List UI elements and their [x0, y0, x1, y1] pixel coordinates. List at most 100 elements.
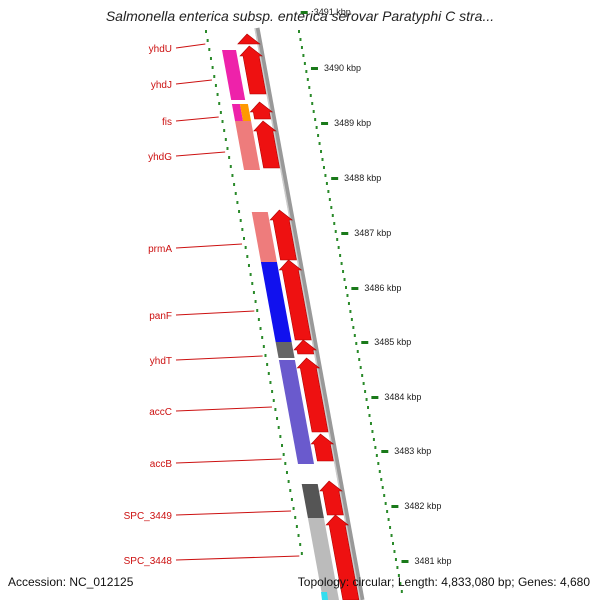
- track-dot: [305, 70, 308, 73]
- track-dot: [234, 192, 237, 195]
- track-dot: [342, 270, 345, 273]
- cds-arrow: [296, 357, 329, 433]
- track-dot: [219, 111, 222, 114]
- track-dot: [309, 94, 312, 97]
- track-dot: [259, 327, 262, 330]
- kbp-scale: 3491 kbp 3490 kbp 3489 kbp 3488 kbp 3487 kbp…: [300, 7, 452, 566]
- kbp-tick-label: 3491 kbp: [314, 7, 351, 17]
- kbp-tick-label: 3490 kbp: [324, 63, 361, 73]
- track-dot: [244, 246, 247, 249]
- track-dot: [290, 498, 293, 501]
- inner-dotted-track: [205, 30, 303, 555]
- track-dot: [262, 345, 265, 348]
- kbp-tick-label: 3487 kbp: [354, 228, 391, 238]
- gene-label-yhdU: yhdU: [149, 43, 206, 55]
- feature-block-prmA: [251, 212, 277, 262]
- feature-block-accC: [278, 360, 309, 436]
- track-dot: [389, 526, 392, 529]
- track-dot: [287, 480, 290, 483]
- kbp-tick-label: 3481 kbp: [414, 556, 451, 566]
- track-dot: [324, 174, 327, 177]
- feature-block-SPC_3448: [307, 518, 339, 600]
- gene-label-text: SPC_3449: [124, 511, 173, 522]
- track-dot: [256, 309, 259, 312]
- track-dot: [346, 294, 349, 297]
- kbp-tick: [341, 232, 349, 235]
- label-leader-line: [175, 510, 292, 516]
- track-dot: [299, 543, 302, 546]
- feature-block-fis: [231, 104, 244, 121]
- accession-text: Accession: NC_012125: [8, 575, 134, 589]
- track-dot: [214, 84, 217, 87]
- track-dot: [337, 246, 340, 249]
- track-dot: [383, 494, 386, 497]
- track-dot: [257, 318, 260, 321]
- kbp-tick-group: 3485 kbp: [361, 337, 411, 347]
- label-leader-line: [175, 458, 282, 464]
- track-dot: [216, 93, 219, 96]
- track-dot: [206, 39, 209, 42]
- kbp-tick-group: 3484 kbp: [371, 392, 421, 402]
- track-dot: [336, 238, 339, 241]
- track-dot: [264, 354, 267, 357]
- gene-label-yhdJ: yhdJ: [151, 79, 212, 91]
- track-dot: [384, 502, 387, 505]
- feature-block-SPC_3449: [301, 484, 324, 518]
- track-dot: [266, 363, 269, 366]
- gene-label-SPC_3448: SPC_3448: [124, 555, 300, 567]
- gene-label-accC: accC: [149, 406, 272, 418]
- track-dot: [393, 550, 396, 553]
- track-dot: [208, 48, 211, 51]
- track-dot: [318, 142, 321, 145]
- track-dot: [356, 350, 359, 353]
- track-dot: [358, 358, 361, 361]
- gene-label-text: yhdT: [150, 356, 172, 367]
- track-dot: [308, 86, 311, 89]
- track-dot: [368, 414, 371, 417]
- kbp-tick-label: 3485 kbp: [374, 337, 411, 347]
- track-dot: [289, 489, 292, 492]
- label-leader-line: [175, 116, 219, 122]
- track-dot: [277, 426, 280, 429]
- label-leader-line: [175, 151, 226, 157]
- track-dot: [320, 150, 323, 153]
- track-dot: [339, 254, 342, 257]
- backbone-line: [254, 27, 365, 600]
- track-dot: [315, 126, 318, 129]
- track-dot: [377, 462, 380, 465]
- track-dot: [381, 486, 384, 489]
- gene-label-SPC_3449: SPC_3449: [124, 510, 292, 522]
- track-dot: [371, 430, 374, 433]
- kbp-tick: [310, 67, 318, 70]
- track-dot: [224, 138, 227, 141]
- track-dot: [364, 390, 367, 393]
- kbp-tick-group: 3486 kbp: [351, 283, 401, 293]
- track-dot: [367, 406, 370, 409]
- track-dot: [285, 471, 288, 474]
- kbp-tick-group: 3481 kbp: [401, 556, 452, 566]
- track-dot: [302, 54, 305, 57]
- gene-label-text: panF: [149, 311, 172, 322]
- track-dot: [267, 372, 270, 375]
- track-dot: [213, 75, 216, 78]
- track-dot: [251, 282, 254, 285]
- gene-label-text: yhdU: [149, 44, 172, 55]
- kbp-tick-group: 3491 kbp: [300, 7, 351, 17]
- kbp-tick-group: 3488 kbp: [331, 173, 381, 183]
- track-dot: [397, 574, 400, 577]
- feature-block-fis-b: [239, 104, 252, 121]
- track-dot: [297, 534, 300, 537]
- label-leader-line: [175, 406, 272, 412]
- track-dot: [279, 435, 282, 438]
- cds-arrows: [237, 33, 360, 600]
- track-dot: [205, 30, 207, 33]
- kbp-tick: [351, 287, 359, 290]
- track-dot: [295, 525, 298, 528]
- track-dot: [269, 381, 272, 384]
- track-dot: [282, 453, 285, 456]
- track-dot: [327, 190, 330, 193]
- kbp-tick-label: 3489 kbp: [334, 118, 371, 128]
- track-dot: [322, 166, 325, 169]
- track-dot: [321, 158, 324, 161]
